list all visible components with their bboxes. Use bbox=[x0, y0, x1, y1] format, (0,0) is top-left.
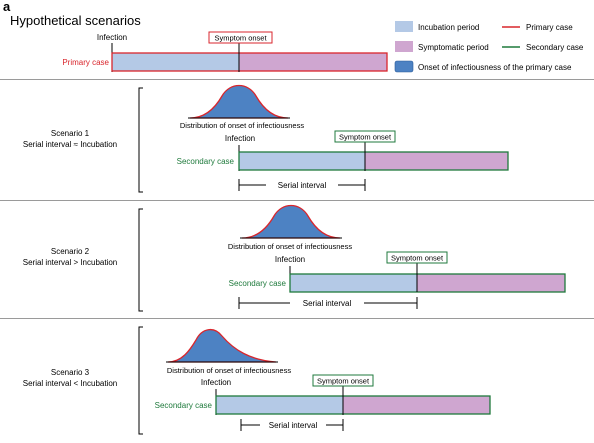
scenario-1-infection-label: Infection bbox=[225, 134, 255, 143]
scenario-2-symptom-box bbox=[386, 251, 448, 264]
scenario-2-relation: Serial interval > Incubation bbox=[23, 258, 118, 267]
scenario-3-infection-label: Infection bbox=[201, 378, 231, 387]
scenario-3-incubation-bar bbox=[216, 396, 343, 414]
scenario-3-distribution-curve bbox=[167, 329, 277, 363]
scenario-1-distribution-label: Distribution of onset of infectiousness bbox=[180, 121, 304, 130]
primary-incubation-bar bbox=[112, 53, 239, 71]
scenario-2-case-label: Secondary case bbox=[229, 279, 287, 288]
scenario-2-distribution-curve bbox=[241, 204, 341, 239]
scenario-2-case-outline bbox=[289, 273, 566, 293]
scenario-2: Scenario 2 Serial interval > Incubation … bbox=[23, 204, 566, 312]
scenario-2-incubation-bar bbox=[290, 274, 417, 292]
panel-label: a bbox=[3, 0, 11, 14]
scenario-3-symptom-box bbox=[312, 374, 374, 387]
legend-onset-swatch bbox=[394, 60, 414, 73]
scenario-3: Scenario 3 Serial interval < Incubation … bbox=[23, 326, 491, 435]
legend-primary-label: Primary case bbox=[526, 23, 573, 32]
primary-infection-label: Infection bbox=[97, 33, 127, 42]
primary-case-label: Primary case bbox=[62, 58, 109, 67]
scenario-1-incubation-bar bbox=[239, 152, 365, 170]
legend-symptomatic-label: Symptomatic period bbox=[418, 43, 489, 52]
scenario-1-distribution-curve bbox=[189, 84, 289, 119]
legend-incubation-label: Incubation period bbox=[418, 23, 479, 32]
scenario-2-interval-label: Serial interval bbox=[303, 299, 352, 308]
scenario-3-relation: Serial interval < Incubation bbox=[23, 379, 118, 388]
scenario-1-symptom-box bbox=[334, 130, 396, 143]
figure-title: Hypothetical scenarios bbox=[10, 13, 141, 28]
scenario-1-name: Scenario 1 bbox=[51, 129, 90, 138]
primary-symptom-label: Symptom onset bbox=[214, 34, 267, 43]
legend-symptomatic-swatch bbox=[395, 41, 413, 52]
scenario-2-symptomatic-bar bbox=[417, 274, 565, 292]
scenario-3-symptom-label: Symptom onset bbox=[317, 377, 370, 386]
scenario-3-distribution-label: Distribution of onset of infectiousness bbox=[167, 366, 291, 375]
legend-onset-label: Onset of infectiousness of the primary c… bbox=[418, 63, 572, 72]
scenario-1-case-outline bbox=[238, 151, 509, 171]
scenario-2-bracket bbox=[138, 208, 143, 312]
scenario-3-bracket bbox=[138, 326, 143, 435]
scenario-1-symptomatic-bar bbox=[365, 152, 508, 170]
legend-incubation-swatch bbox=[395, 21, 413, 32]
legend: Incubation period Symptomatic period Ons… bbox=[394, 21, 584, 73]
scenario-1-bracket bbox=[138, 87, 143, 193]
legend-secondary-label: Secondary case bbox=[526, 43, 584, 52]
scenario-1-symptom-label: Symptom onset bbox=[339, 133, 392, 142]
scenario-2-name: Scenario 2 bbox=[51, 247, 90, 256]
primary-symptomatic-bar bbox=[239, 53, 387, 71]
scenario-1: Scenario 1 Serial interval ≈ Incubation … bbox=[23, 84, 509, 193]
scenario-2-distribution-label: Distribution of onset of infectiousness bbox=[228, 242, 352, 251]
scenario-3-case-label: Secondary case bbox=[155, 401, 213, 410]
scenario-3-name: Scenario 3 bbox=[51, 368, 90, 377]
scenario-1-interval-label: Serial interval bbox=[278, 181, 327, 190]
primary-case-outline bbox=[111, 52, 388, 72]
scenario-3-case-outline bbox=[215, 395, 491, 415]
scenario-3-symptomatic-bar bbox=[343, 396, 490, 414]
scenario-1-relation: Serial interval ≈ Incubation bbox=[23, 140, 117, 149]
primary-symptom-box bbox=[208, 31, 273, 44]
scenario-2-infection-label: Infection bbox=[275, 255, 305, 264]
scenario-1-case-label: Secondary case bbox=[177, 157, 235, 166]
primary-case-row: Infection Symptom onset Primary case bbox=[62, 31, 388, 72]
scenario-2-symptom-label: Symptom onset bbox=[391, 254, 444, 263]
scenario-3-interval-label: Serial interval bbox=[269, 421, 318, 430]
